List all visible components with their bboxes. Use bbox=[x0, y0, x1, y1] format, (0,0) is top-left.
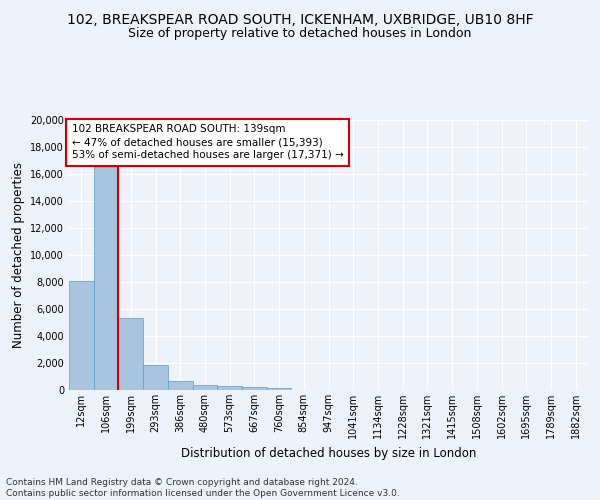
Bar bbox=[168, 381, 193, 390]
Bar bbox=[94, 167, 118, 390]
Text: 102, BREAKSPEAR ROAD SOUTH, ICKENHAM, UXBRIDGE, UB10 8HF: 102, BREAKSPEAR ROAD SOUTH, ICKENHAM, UX… bbox=[67, 12, 533, 26]
Bar bbox=[267, 388, 292, 390]
Text: Size of property relative to detached houses in London: Size of property relative to detached ho… bbox=[128, 28, 472, 40]
Bar bbox=[193, 386, 217, 390]
Bar bbox=[242, 388, 267, 390]
X-axis label: Distribution of detached houses by size in London: Distribution of detached houses by size … bbox=[181, 446, 476, 460]
Bar bbox=[217, 386, 242, 390]
Text: 102 BREAKSPEAR ROAD SOUTH: 139sqm
← 47% of detached houses are smaller (15,393)
: 102 BREAKSPEAR ROAD SOUTH: 139sqm ← 47% … bbox=[71, 124, 343, 160]
Bar bbox=[69, 280, 94, 390]
Bar bbox=[143, 365, 168, 390]
Text: Contains HM Land Registry data © Crown copyright and database right 2024.
Contai: Contains HM Land Registry data © Crown c… bbox=[6, 478, 400, 498]
Y-axis label: Number of detached properties: Number of detached properties bbox=[12, 162, 25, 348]
Bar bbox=[118, 318, 143, 390]
